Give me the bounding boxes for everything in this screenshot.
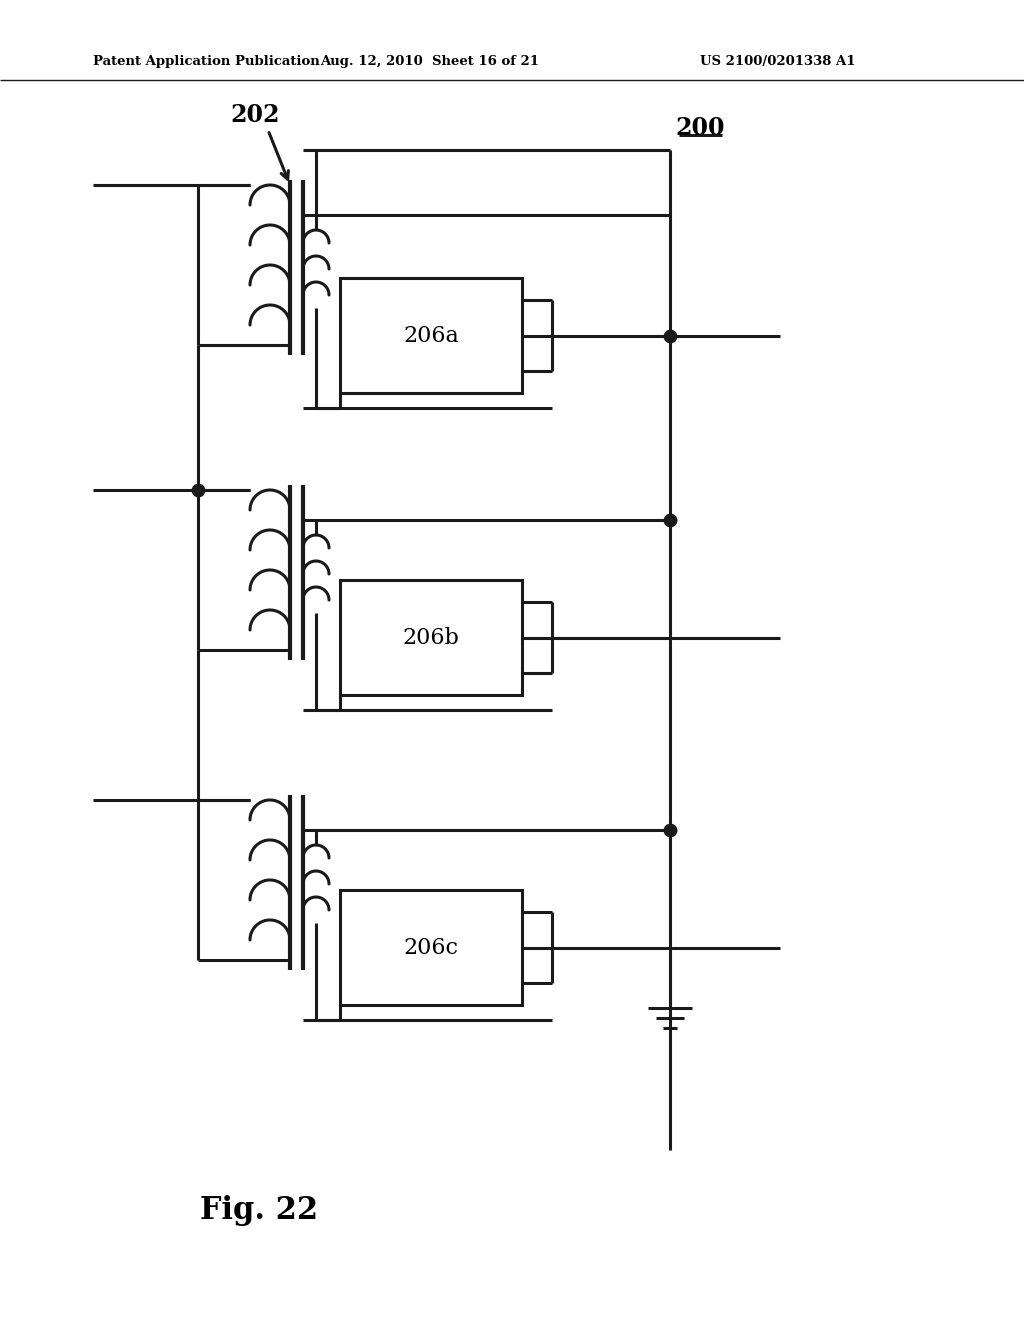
Text: Aug. 12, 2010  Sheet 16 of 21: Aug. 12, 2010 Sheet 16 of 21	[321, 55, 540, 69]
Text: US 2100/0201338 A1: US 2100/0201338 A1	[700, 55, 855, 69]
Text: Patent Application Publication: Patent Application Publication	[93, 55, 319, 69]
Bar	[340, 890, 522, 1005]
Text: 200: 200	[675, 116, 725, 140]
Bar	[340, 579, 522, 696]
Text: 206c: 206c	[403, 936, 459, 958]
Text: 206b: 206b	[402, 627, 460, 648]
Text: 206a: 206a	[403, 325, 459, 346]
Text: Fig. 22: Fig. 22	[200, 1195, 318, 1225]
Text: 202: 202	[230, 103, 280, 127]
Bar	[340, 279, 522, 393]
